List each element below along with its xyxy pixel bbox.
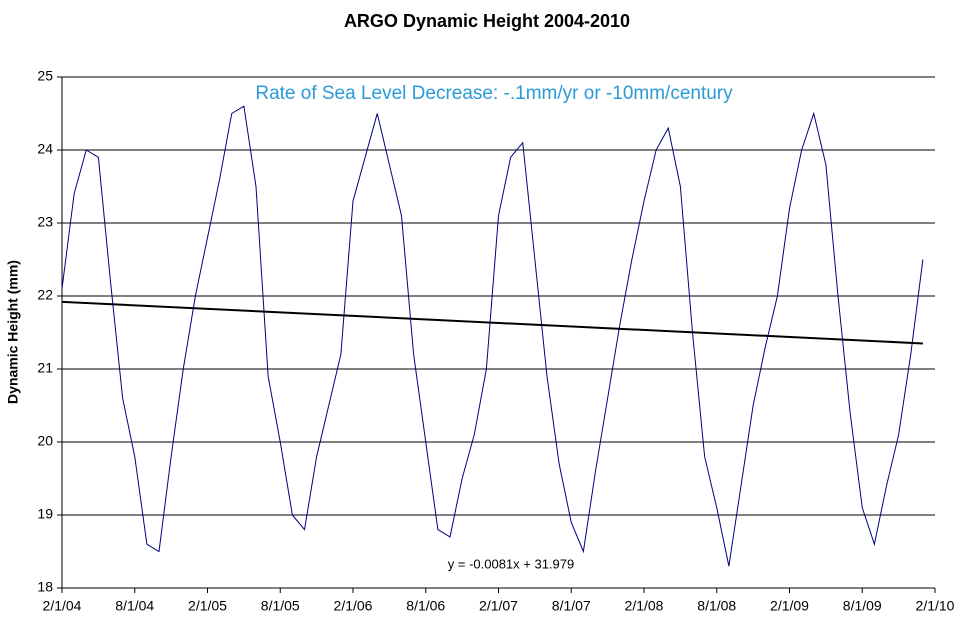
y-axis-label: Dynamic Height (mm) (5, 260, 21, 404)
trendline-equation: y = -0.0081x + 31.979 (448, 556, 574, 571)
x-tick-label: 2/1/06 (334, 598, 373, 614)
x-tick-label: 8/1/07 (552, 598, 591, 614)
x-tick-label: 2/1/08 (625, 598, 664, 614)
y-tick-label: 18 (37, 579, 53, 595)
x-tick-label: 2/1/10 (916, 598, 955, 614)
data-line (61, 105, 924, 567)
x-tick-label: 2/1/07 (479, 598, 518, 614)
y-tick-label: 23 (37, 214, 53, 230)
y-tick-label: 19 (37, 506, 53, 522)
x-tick-label: 2/1/09 (770, 598, 809, 614)
trendline (61, 300, 923, 345)
x-tick-label: 2/1/04 (43, 598, 82, 614)
x-tick-label: 8/1/08 (697, 598, 736, 614)
chart-title: ARGO Dynamic Height 2004-2010 (344, 11, 630, 31)
y-tick-label: 25 (37, 68, 53, 84)
annotation: Rate of Sea Level Decrease: -.1mm/yr or … (255, 83, 733, 104)
x-tick-label: 8/1/06 (406, 598, 445, 614)
x-tick-label: 2/1/05 (188, 598, 227, 614)
x-tick-label: 8/1/04 (115, 598, 154, 614)
x-tick-label: 8/1/09 (843, 598, 882, 614)
y-tick-label: 20 (37, 433, 53, 449)
x-tick-label: 8/1/05 (261, 598, 300, 614)
y-tick-label: 21 (37, 360, 53, 376)
y-tick-label: 22 (37, 287, 53, 303)
y-tick-label: 24 (37, 141, 53, 157)
